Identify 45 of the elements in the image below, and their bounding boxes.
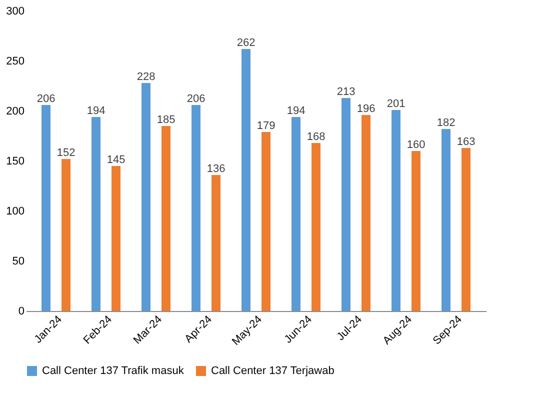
data-label: 196 (356, 103, 376, 115)
bar (242, 49, 250, 311)
data-label: 179 (256, 120, 276, 132)
bar (262, 132, 270, 311)
data-label: 262 (236, 37, 256, 49)
y-tick-label: 0 (18, 306, 24, 318)
bar (462, 148, 470, 311)
legend-label: Call Center 137 Terjawab (211, 365, 334, 377)
bar (162, 126, 170, 311)
bar (442, 129, 450, 311)
bar (192, 105, 200, 311)
bar (412, 151, 420, 311)
data-label: 206 (36, 93, 56, 105)
bar (212, 175, 220, 311)
data-label: 152 (56, 147, 76, 159)
data-label: 168 (306, 131, 326, 143)
data-label: 160 (406, 139, 426, 151)
data-label: 194 (86, 105, 106, 117)
data-label: 136 (206, 163, 226, 175)
bar (312, 143, 320, 311)
data-label: 213 (336, 86, 356, 98)
data-label: 163 (456, 136, 476, 148)
data-label: 145 (106, 154, 126, 166)
bar (342, 98, 350, 311)
bar (62, 159, 70, 311)
y-tick-label: 50 (12, 256, 24, 268)
bar (392, 110, 400, 311)
bar (112, 166, 120, 311)
y-tick-label: 300 (6, 6, 24, 18)
y-tick-label: 250 (6, 56, 24, 68)
bar (292, 117, 300, 311)
bar (92, 117, 100, 311)
bar (362, 115, 370, 311)
data-label: 194 (286, 105, 306, 117)
y-tick-label: 100 (6, 206, 24, 218)
data-label: 206 (186, 93, 206, 105)
data-label: 201 (386, 98, 406, 110)
data-label: 182 (436, 117, 456, 129)
y-tick-label: 200 (6, 106, 24, 118)
legend-label: Call Center 137 Trafik masuk (42, 365, 184, 377)
y-tick-label: 150 (6, 156, 24, 168)
bar (42, 105, 50, 311)
data-label: 228 (136, 71, 156, 83)
data-label: 185 (156, 114, 176, 126)
bar (142, 83, 150, 311)
